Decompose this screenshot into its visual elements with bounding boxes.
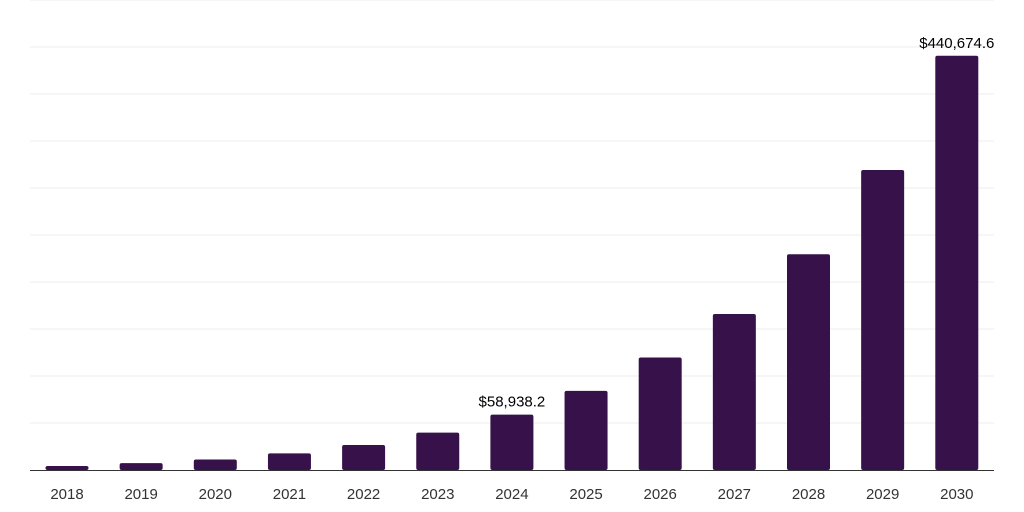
bar-2021[interactable] (267, 453, 311, 470)
bar-2030[interactable] (935, 55, 979, 471)
bar-2027[interactable] (712, 313, 756, 470)
x-tick-label-2028: 2028 (792, 486, 825, 503)
x-tick-label-2021: 2021 (273, 486, 306, 503)
bar-2019[interactable] (119, 463, 163, 470)
gridlines (30, 0, 994, 424)
bar-2023[interactable] (416, 432, 460, 470)
x-tick-label-2030: 2030 (940, 486, 973, 503)
x-tick-label-2018: 2018 (50, 486, 83, 503)
data-label-2024: $58,938.2 (479, 394, 546, 411)
x-tick-label-2029: 2029 (866, 486, 899, 503)
x-tick-label-2022: 2022 (347, 486, 380, 503)
x-tick-label-2020: 2020 (199, 486, 232, 503)
x-tick-label-2027: 2027 (718, 486, 751, 503)
x-tick-label-2019: 2019 (124, 486, 157, 503)
data-label-2030: $440,674.6 (919, 35, 994, 52)
x-axis-tick-labels: 2018 2019 2020 2021 2022 2023 2024 2025 2026 2027… (50, 486, 973, 503)
x-tick-label-2024: 2024 (495, 486, 528, 503)
bar-2022[interactable] (342, 444, 386, 470)
x-tick-label-2025: 2025 (569, 486, 602, 503)
bar-2028[interactable] (787, 254, 830, 470)
bar-2026[interactable] (638, 357, 682, 470)
bar-2020[interactable] (193, 459, 237, 470)
bar-2029[interactable] (861, 169, 905, 470)
bar-2024[interactable] (490, 414, 534, 470)
bars (45, 55, 979, 471)
x-tick-label-2023: 2023 (421, 486, 454, 503)
bar-2018[interactable] (45, 465, 89, 470)
x-tick-label-2026: 2026 (644, 486, 677, 503)
data-labels: $58,938.2 $440,674.6 (479, 35, 995, 411)
bar-2025[interactable] (564, 390, 608, 470)
